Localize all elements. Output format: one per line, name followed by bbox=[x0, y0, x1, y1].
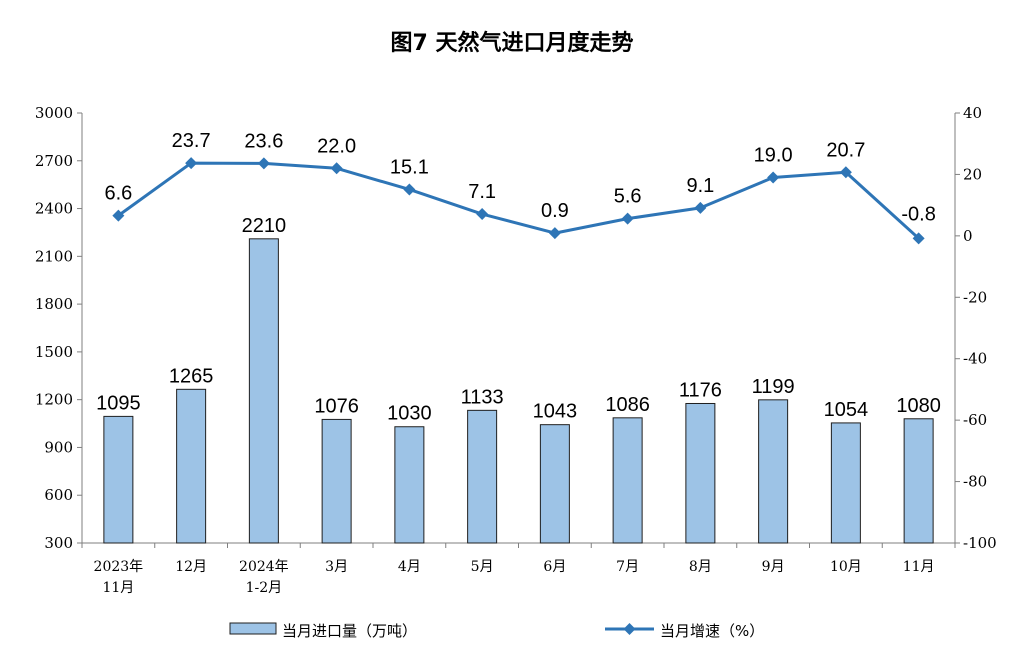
x-axis-tick-label: 4月 bbox=[398, 559, 421, 575]
bar-data-label: 1095 bbox=[96, 392, 141, 414]
x-axis-tick-label: 11月 bbox=[102, 580, 134, 596]
line-series: 6.6 23.7 23.6 22.0 15.1 7.1 0.9 5.6 9.1 19.0 20.7 -… bbox=[104, 130, 936, 245]
bar-data-label: 1086 bbox=[605, 394, 650, 416]
bar-data-label: 1054 bbox=[824, 399, 869, 421]
line-point bbox=[112, 209, 125, 222]
bar bbox=[467, 409, 498, 544]
line-data-label: 20.7 bbox=[826, 139, 865, 161]
bar bbox=[830, 422, 861, 544]
line-point bbox=[330, 162, 343, 175]
right-axis-tick-label: -80 bbox=[963, 473, 987, 491]
x-axis-tick-label: 2024年 bbox=[239, 559, 289, 575]
line-point bbox=[257, 157, 270, 170]
bar bbox=[612, 417, 643, 544]
line-data-label: 5.6 bbox=[614, 186, 642, 208]
bar-data-label: 2210 bbox=[242, 215, 287, 237]
left-axis-tick-label: 300 bbox=[44, 534, 73, 552]
x-axis-tick-label: 9月 bbox=[762, 559, 785, 575]
bar bbox=[539, 424, 570, 544]
line-data-label: -0.8 bbox=[901, 203, 935, 225]
x-axis-tick-label: 2023年 bbox=[94, 559, 144, 575]
x-axis-tick-label: 1-2月 bbox=[246, 580, 283, 596]
line-data-label: 7.1 bbox=[468, 181, 496, 203]
bar bbox=[248, 238, 279, 544]
bar-data-label: 1176 bbox=[679, 379, 722, 401]
line-point bbox=[839, 166, 852, 179]
left-axis-tick-label: 2700 bbox=[35, 152, 73, 170]
line-data-label: 22.0 bbox=[317, 135, 356, 157]
left-axis-tick-label: 1800 bbox=[35, 295, 73, 313]
left-axis-tick-label: 600 bbox=[44, 486, 73, 504]
right-axis-tick-label: -20 bbox=[963, 288, 987, 306]
x-axis-tick-label: 12月 bbox=[175, 559, 207, 575]
line-point bbox=[185, 157, 198, 170]
bar-data-label: 1199 bbox=[752, 376, 795, 398]
line-data-label: 9.1 bbox=[686, 175, 714, 197]
left-axis-tick-label: 1500 bbox=[35, 343, 73, 361]
x-axis-tick-label: 10月 bbox=[830, 559, 862, 575]
bar-data-label: 1080 bbox=[896, 395, 941, 417]
x-axis-tick-label: 6月 bbox=[543, 559, 566, 575]
legend: 当月进口量（万吨） 当月增速（%） bbox=[229, 622, 764, 640]
right-axis-tick-label: -40 bbox=[963, 350, 987, 368]
line-point bbox=[621, 212, 634, 225]
bar bbox=[685, 402, 716, 544]
line-point bbox=[767, 171, 780, 184]
legend-bar-swatch bbox=[229, 622, 277, 635]
bar bbox=[758, 399, 789, 544]
line-point bbox=[476, 208, 489, 221]
bar-data-label: 1043 bbox=[533, 401, 578, 423]
x-axis-tick-label: 5月 bbox=[471, 559, 494, 575]
legend-line-marker bbox=[623, 623, 636, 635]
x-axis-tick-label: 3月 bbox=[325, 559, 348, 575]
left-axis-tick-label: 900 bbox=[44, 438, 73, 456]
right-axis-tick-label: 0 bbox=[963, 227, 973, 245]
line-point bbox=[912, 232, 925, 245]
line-data-label: 15.1 bbox=[390, 156, 429, 178]
bar-data-label: 1076 bbox=[314, 395, 359, 417]
bar bbox=[176, 388, 207, 544]
x-axis-tick-label: 8月 bbox=[689, 559, 712, 575]
bar-data-label: 1133 bbox=[461, 386, 504, 408]
x-axis-tick-label: 11月 bbox=[903, 559, 935, 575]
legend-line-label: 当月增速（%） bbox=[660, 622, 764, 640]
line-data-label: 0.9 bbox=[541, 200, 569, 222]
bar-data-label: 1030 bbox=[387, 403, 432, 425]
line-data-label: 6.6 bbox=[104, 183, 132, 205]
right-axis-tick-label: -100 bbox=[963, 534, 997, 552]
left-axis-tick-label: 2100 bbox=[35, 247, 73, 265]
bar bbox=[103, 415, 134, 544]
right-axis-tick-label: 40 bbox=[963, 104, 982, 122]
chart-title: 图7 天然气进口月度走势 bbox=[391, 30, 634, 56]
legend-bar-label: 当月进口量（万吨） bbox=[282, 622, 417, 640]
line-data-label: 19.0 bbox=[754, 145, 793, 167]
bar bbox=[321, 418, 352, 544]
line-point bbox=[548, 227, 561, 240]
right-axis-tick-label: 20 bbox=[963, 165, 982, 183]
axes: 300 600 900 1200 1500 1800 2100 2400 2700 3000 -10… bbox=[35, 104, 997, 596]
left-axis-tick-label: 1200 bbox=[35, 391, 73, 409]
bar bbox=[394, 426, 425, 544]
x-axis-tick-label: 7月 bbox=[616, 559, 639, 575]
bar bbox=[903, 418, 934, 544]
line-data-label: 23.7 bbox=[172, 130, 211, 152]
left-axis-tick-label: 2400 bbox=[35, 200, 73, 218]
growth-line bbox=[117, 161, 920, 240]
line-point bbox=[403, 183, 416, 196]
left-axis-tick-label: 3000 bbox=[35, 104, 73, 122]
line-point bbox=[694, 201, 707, 214]
bar-series: 1095 1265 2210 1076 1030 1133 1043 1086 1176 1199… bbox=[96, 215, 941, 544]
line-data-label: 23.6 bbox=[244, 130, 283, 152]
right-axis-tick-label: -60 bbox=[963, 411, 987, 429]
bar-data-label: 1265 bbox=[169, 365, 214, 387]
